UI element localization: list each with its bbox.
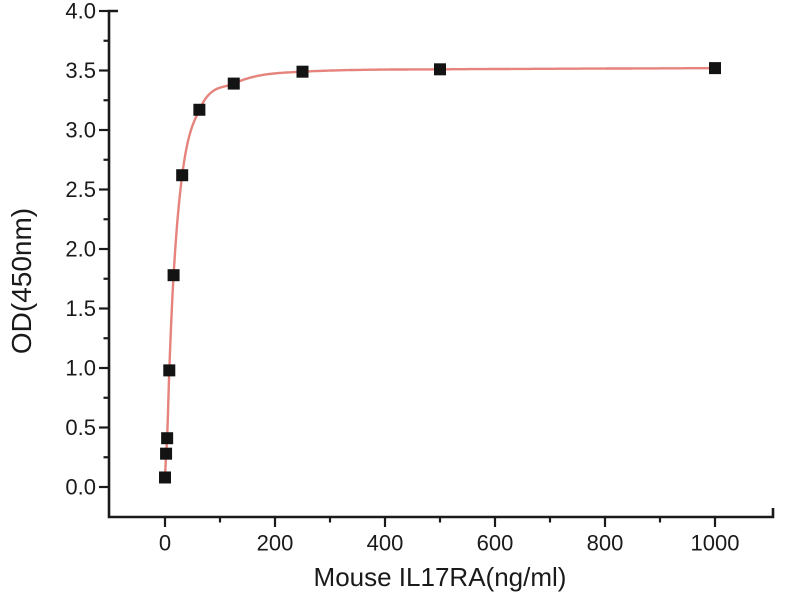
y-tick-label: 0.5 (65, 415, 96, 440)
data-point-marker (227, 77, 240, 90)
axis-spine (107, 9, 775, 519)
x-tick-label: 600 (477, 531, 514, 556)
y-tick-label: 1.5 (65, 296, 96, 321)
data-point-marker (709, 62, 721, 75)
y-tick-label: 1.0 (65, 356, 96, 381)
y-tick-label: 3.5 (65, 58, 96, 83)
x-tick-label: 200 (257, 531, 294, 556)
y-axis-title: OD(450nm) (6, 208, 37, 354)
plot-area: 0 200 400 600 800 1000 0.0 0.5 1.0 1.5 2.0 2.5 3.0 3.… (65, 0, 775, 556)
x-tick-label: 800 (587, 531, 624, 556)
data-point-marker (296, 65, 309, 78)
data-point-marker (160, 447, 173, 460)
x-axis-title: Mouse IL17RA(ng/ml) (314, 562, 567, 592)
data-point-marker (161, 432, 174, 445)
y-tick-label: 3.0 (65, 118, 96, 143)
data-point-marker (193, 103, 206, 116)
data-point-marker (163, 364, 176, 377)
data-point-marker (159, 471, 171, 484)
data-point-marker (176, 169, 189, 182)
data-point-marker (434, 63, 446, 76)
x-tick-label: 0 (159, 531, 171, 556)
fit-curve (163, 66, 716, 478)
data-point-marker (167, 269, 180, 282)
y-tick-label: 2.5 (65, 177, 96, 202)
y-tick-label: 0.0 (65, 475, 96, 500)
x-tick-label: 400 (367, 531, 404, 556)
y-tick-label: 4.0 (65, 0, 96, 24)
x-tick-label: 1000 (691, 531, 740, 556)
y-tick-label: 2.0 (65, 237, 96, 262)
